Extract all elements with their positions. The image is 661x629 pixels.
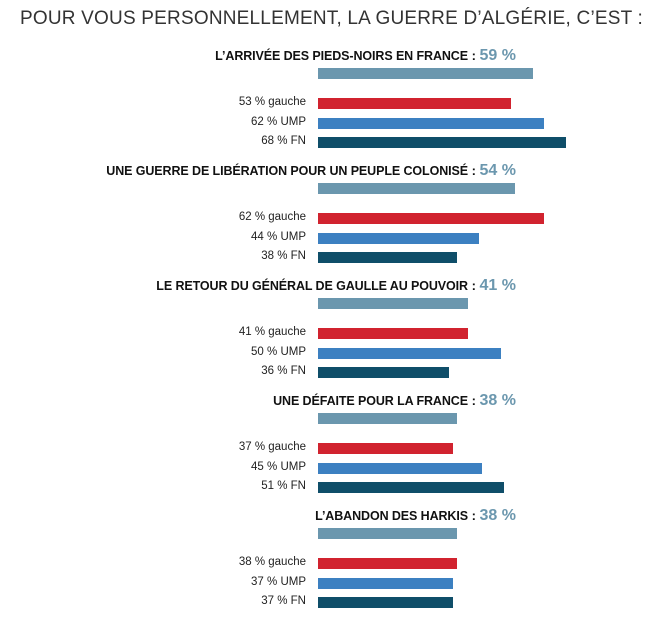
row-label-ump: 62 % UMP xyxy=(251,116,306,128)
chart-title: POUR VOUS PERSONNELLEMENT, LA GUERRE D’A… xyxy=(20,8,644,29)
bar-ump xyxy=(318,348,501,359)
separator: : xyxy=(467,393,480,408)
bar-ump xyxy=(318,233,479,244)
bar-ump xyxy=(318,118,545,129)
total-value-label: 41 % xyxy=(479,277,516,294)
separator: : xyxy=(467,163,480,178)
question-label: L’ARRIVÉE DES PIEDS-NOIRS EN FRANCE xyxy=(215,49,468,63)
row-label-ump: 50 % UMP xyxy=(251,346,306,358)
total-bar xyxy=(318,183,516,194)
row-label-ump: 37 % UMP xyxy=(251,576,306,588)
bar-fn xyxy=(318,597,454,608)
bar-fn xyxy=(318,482,505,493)
row-label-ump: 44 % UMP xyxy=(251,231,306,243)
bar-fn xyxy=(318,137,567,148)
group-heading: L’ARRIVÉE DES PIEDS-NOIRS EN FRANCE : 59… xyxy=(0,46,516,66)
bar-fn xyxy=(318,367,450,378)
total-bar xyxy=(318,298,468,309)
total-bar xyxy=(318,68,534,79)
group-heading: LE RETOUR DU GÉNÉRAL DE GAULLE AU POUVOI… xyxy=(0,276,516,296)
total-value-label: 38 % xyxy=(479,507,516,524)
row-label-gauche: 38 % gauche xyxy=(238,556,306,568)
bar-gauche xyxy=(318,443,454,454)
question-label: LE RETOUR DU GÉNÉRAL DE GAULLE AU POUVOI… xyxy=(156,279,468,293)
row-label-fn: 38 % FN xyxy=(261,250,306,262)
bar-fn xyxy=(318,252,457,263)
question-label: UNE GUERRE DE LIBÉRATION POUR UN PEUPLE … xyxy=(106,164,468,178)
separator: : xyxy=(467,508,480,523)
question-label: UNE DÉFAITE POUR LA FRANCE xyxy=(273,394,468,408)
bar-ump xyxy=(318,463,483,474)
bar-gauche xyxy=(318,98,512,109)
total-value-label: 54 % xyxy=(479,162,516,179)
row-label-gauche: 62 % gauche xyxy=(238,211,306,223)
row-label-ump: 45 % UMP xyxy=(251,461,306,473)
row-label-gauche: 37 % gauche xyxy=(238,441,306,453)
question-label: L’ABANDON DES HARKIS xyxy=(315,509,468,523)
group-heading: L’ABANDON DES HARKIS : 38 % xyxy=(0,506,516,526)
separator: : xyxy=(467,48,480,63)
row-label-fn: 36 % FN xyxy=(261,365,306,377)
group-heading: UNE DÉFAITE POUR LA FRANCE : 38 % xyxy=(0,391,516,411)
bar-gauche xyxy=(318,558,457,569)
total-value-label: 59 % xyxy=(479,47,516,64)
row-label-fn: 68 % FN xyxy=(261,135,306,147)
group-heading: UNE GUERRE DE LIBÉRATION POUR UN PEUPLE … xyxy=(0,161,516,181)
total-bar xyxy=(318,413,457,424)
bar-gauche xyxy=(318,328,468,339)
bar-gauche xyxy=(318,213,545,224)
row-label-gauche: 53 % gauche xyxy=(238,96,306,108)
separator: : xyxy=(467,278,480,293)
total-bar xyxy=(318,528,457,539)
bar-ump xyxy=(318,578,454,589)
row-label-fn: 51 % FN xyxy=(261,480,306,492)
row-label-fn: 37 % FN xyxy=(261,595,306,607)
total-value-label: 38 % xyxy=(479,392,516,409)
row-label-gauche: 41 % gauche xyxy=(238,326,306,338)
